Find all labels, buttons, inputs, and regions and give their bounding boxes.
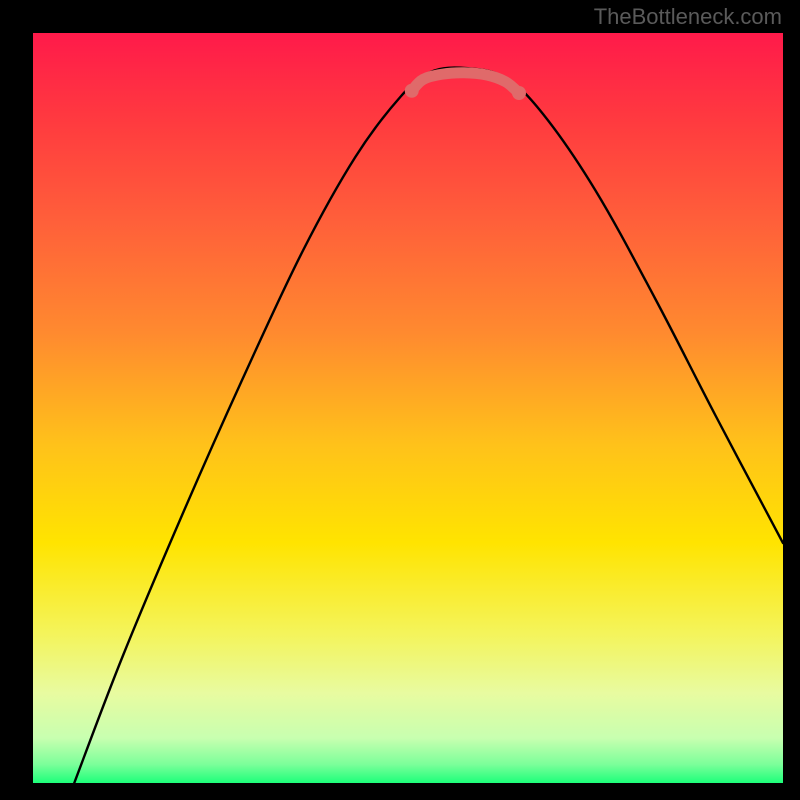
bottleneck-curve [74,68,783,783]
optimal-range-start-dot [405,84,419,98]
watermark-text: TheBottleneck.com [594,4,782,30]
plot-area [33,33,783,783]
curve-layer [33,33,783,783]
chart-canvas: TheBottleneck.com [0,0,800,800]
optimal-range-end-dot [512,86,526,100]
optimal-range-highlight [412,73,519,93]
